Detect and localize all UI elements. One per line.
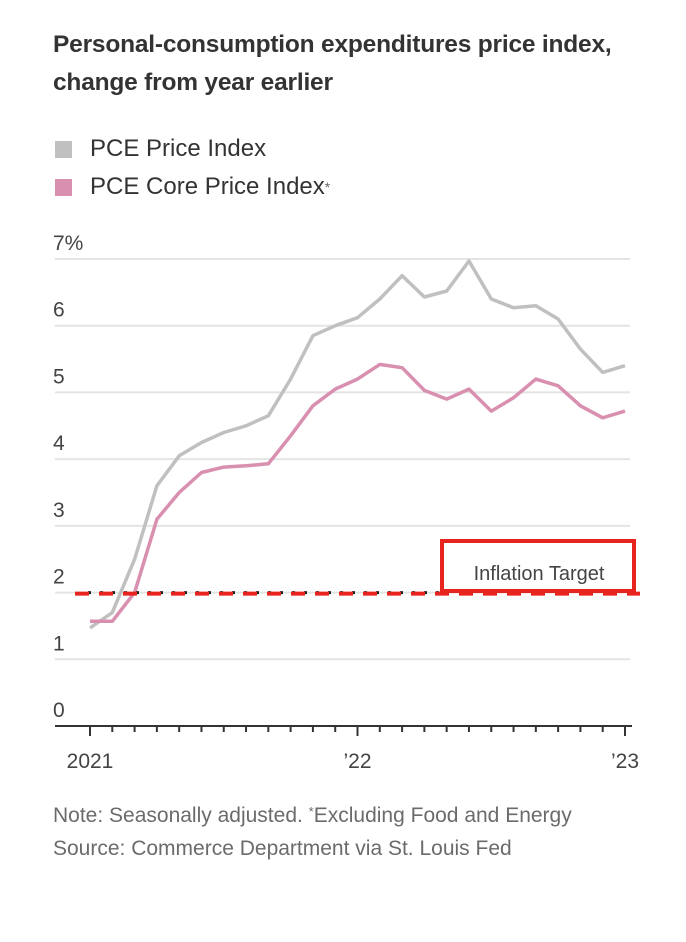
legend-swatch-core: [55, 178, 72, 196]
y-tick-label: 6: [53, 299, 65, 322]
legend-footnote-mark: *: [324, 179, 331, 195]
x-tick-label: ’23: [611, 750, 639, 773]
legend-item-core: PCE Core Price Index *: [55, 168, 330, 206]
y-tick-label: 4: [53, 432, 65, 455]
legend-label-core: PCE Core Price Index: [90, 173, 325, 200]
y-tick-labels: 0 1 2 3 4 5 6 7%: [53, 232, 83, 722]
chart-title: Personal-consumption expenditures price …: [53, 31, 612, 96]
y-tick-label: 0: [53, 699, 65, 722]
source-text: Source: Commerce Department via St. Loui…: [53, 837, 512, 860]
gridlines: [55, 258, 630, 661]
y-tick-label: 7%: [53, 232, 83, 255]
legend-label-pce: PCE Price Index: [90, 135, 267, 162]
x-tick-label: 2021: [67, 750, 114, 773]
note-prefix: Note: Seasonally adjusted.: [53, 804, 309, 827]
legend: PCE Price Index PCE Core Price Index *: [55, 130, 330, 206]
legend-swatch-pce: [55, 140, 72, 158]
chart-notes: Note: Seasonally adjusted. *Excluding Fo…: [53, 795, 653, 865]
y-tick-label: 5: [53, 365, 65, 388]
x-tick-label: ’22: [343, 750, 371, 773]
y-tick-label: 2: [53, 566, 65, 589]
inflation-target-label: Inflation Target: [474, 563, 605, 585]
inflation-target-box: [440, 539, 636, 593]
note-text: Note: Seasonally adjusted. *Excluding Fo…: [53, 795, 653, 832]
note-rest: Excluding Food and Energy: [313, 804, 572, 827]
y-tick-label: 1: [53, 632, 65, 655]
series-lines: [89, 259, 626, 630]
inflation-target-annotation: Inflation Target: [440, 539, 636, 593]
x-axis: 2021 ’22 ’23: [55, 725, 639, 773]
note-footnote-mark: *: [308, 804, 314, 819]
y-tick-label: 3: [53, 499, 65, 522]
legend-item-pce: PCE Price Index: [55, 130, 330, 168]
